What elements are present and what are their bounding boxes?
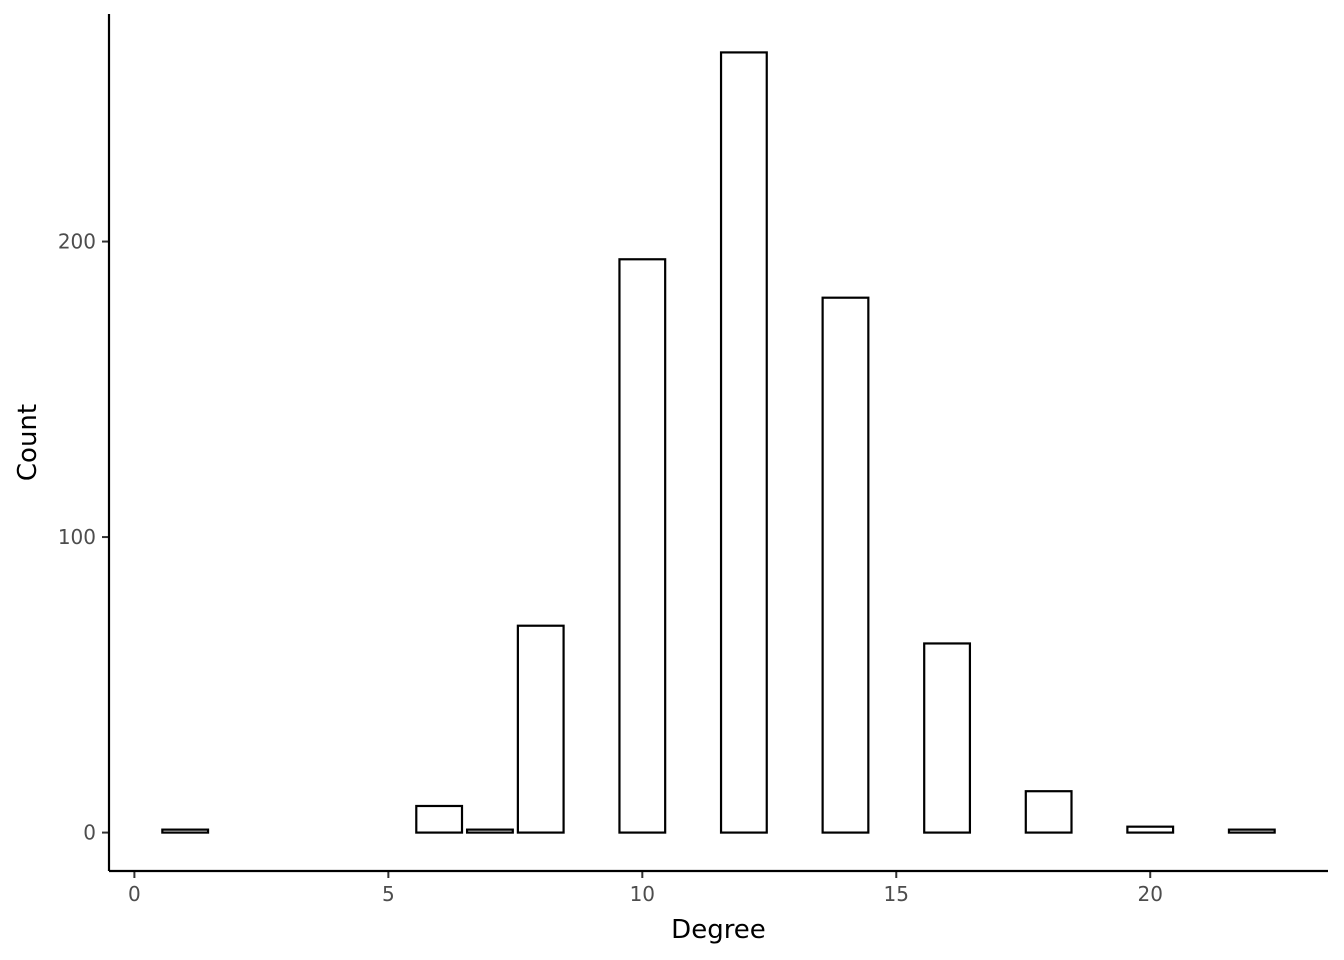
x-tick-label: 10 (630, 882, 655, 906)
bar-degree-20 (1126, 825, 1175, 834)
bar-degree-6 (415, 804, 464, 834)
bar-degree-12 (719, 51, 768, 834)
bar-degree-10 (618, 258, 667, 834)
bar-degree-22 (1227, 828, 1276, 834)
y-tick-label: 0 (83, 821, 96, 845)
bar-degree-1 (161, 828, 210, 834)
y-tick-label: 200 (58, 230, 96, 254)
x-axis-title: Degree (671, 915, 766, 945)
x-tick-label: 0 (128, 882, 141, 906)
x-tick-label: 5 (382, 882, 395, 906)
bar-degree-18 (1024, 790, 1073, 834)
bars-group (161, 51, 1276, 834)
y-tick-label: 100 (58, 525, 96, 549)
bar-degree-16 (923, 642, 972, 834)
bar-degree-7 (465, 828, 514, 834)
y-axis-title: Count (13, 404, 43, 481)
x-axis-ticks: 0 5 10 15 20 (128, 871, 1163, 906)
bar-degree-8 (516, 624, 565, 834)
y-axis-ticks: 0 100 200 (58, 230, 109, 845)
x-tick-label: 15 (884, 882, 909, 906)
bar-degree-14 (821, 296, 870, 834)
x-tick-label: 20 (1138, 882, 1163, 906)
